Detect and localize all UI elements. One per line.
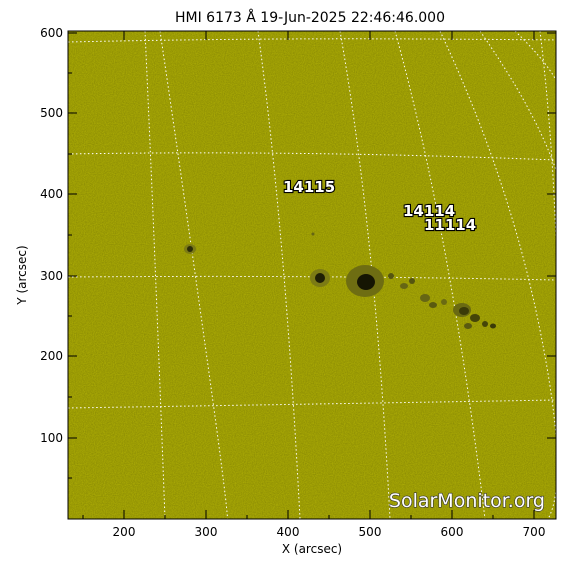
watermark-logo: SolarMonitor.org: [389, 490, 545, 512]
y-axis-title: Y (arcsec): [15, 245, 29, 305]
x-tick-label: 700: [523, 525, 546, 539]
x-tick-label: 400: [277, 525, 300, 539]
plot-frame: [67, 30, 557, 520]
region-label-11114: 11114: [424, 216, 476, 234]
y-tick-label: 200: [40, 349, 63, 363]
region-label-14114: 14114: [403, 202, 455, 220]
x-tick-label: 300: [195, 525, 218, 539]
x-tick-label: 200: [113, 525, 136, 539]
y-tick-label: 400: [40, 187, 63, 201]
y-tick-label: 500: [40, 106, 63, 120]
region-label-14115: 14115: [283, 178, 335, 196]
plot-title: HMI 6173 Å 19-Jun-2025 22:46:46.000: [175, 9, 445, 26]
x-axis: [82, 31, 535, 519]
sunspot-group: [184, 232, 496, 329]
x-tick-label: 600: [441, 525, 464, 539]
y-tick-label: 300: [40, 269, 63, 283]
heliographic-grid: [68, 31, 556, 519]
y-axis: [68, 32, 556, 479]
x-axis-title: X (arcsec): [282, 542, 342, 556]
y-tick-label: 600: [40, 26, 63, 40]
x-tick-label: 500: [359, 525, 382, 539]
y-tick-label: 100: [40, 431, 63, 445]
